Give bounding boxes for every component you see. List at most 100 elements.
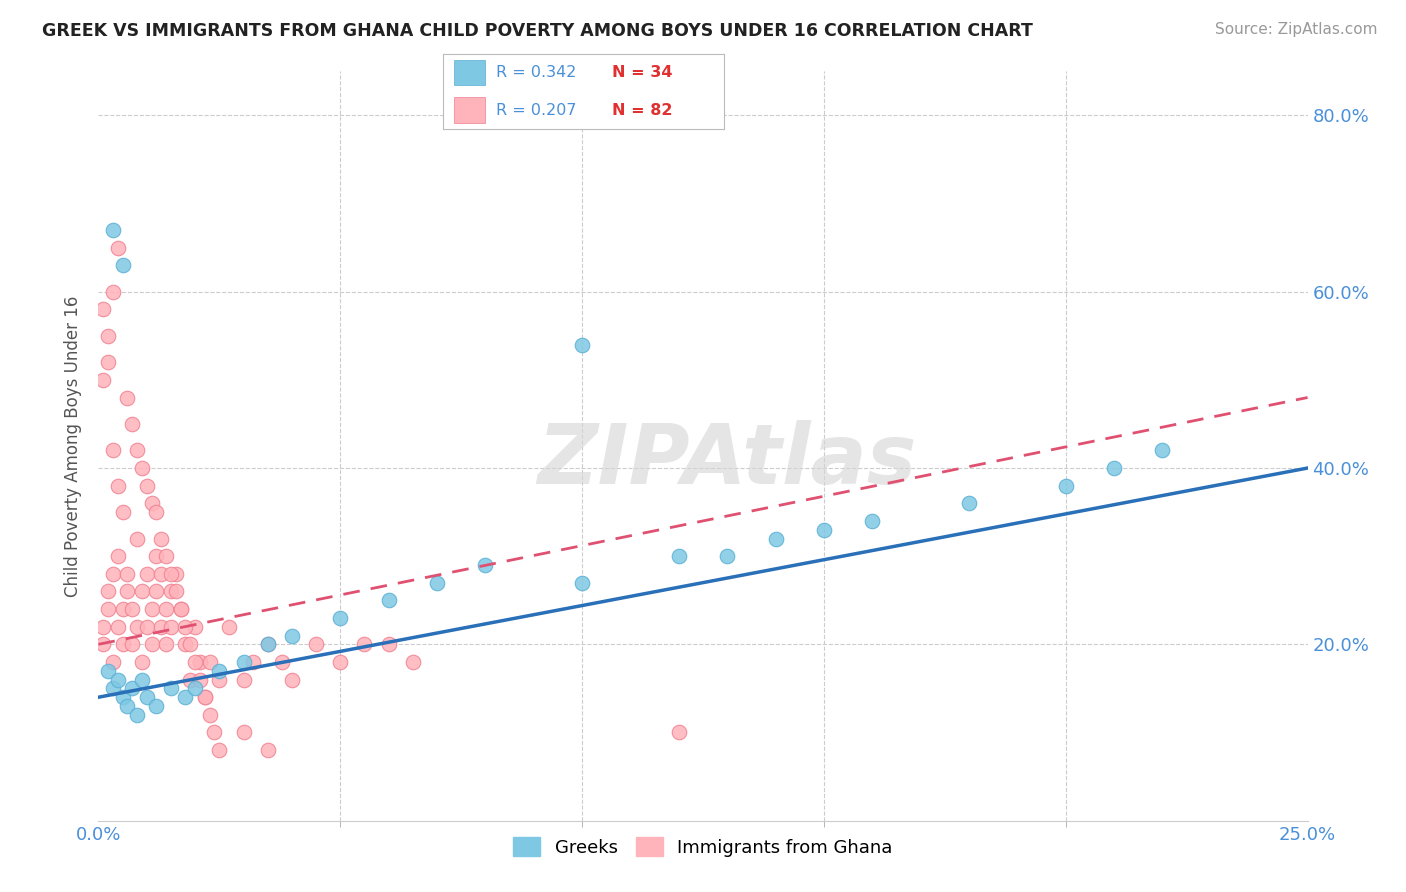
Point bbox=[184, 681, 207, 696]
Point bbox=[402, 655, 425, 669]
Point bbox=[860, 514, 883, 528]
Legend: Greeks, Immigrants from Ghana: Greeks, Immigrants from Ghana bbox=[506, 830, 900, 864]
Point bbox=[97, 328, 120, 343]
Point bbox=[107, 241, 129, 255]
Point bbox=[329, 611, 352, 625]
Point bbox=[256, 637, 278, 651]
Point bbox=[101, 655, 124, 669]
Point bbox=[194, 690, 217, 705]
Bar bbox=[454, 97, 485, 123]
Point bbox=[765, 532, 787, 546]
Point bbox=[160, 681, 183, 696]
Point bbox=[111, 505, 134, 519]
Point bbox=[198, 707, 221, 722]
Point bbox=[101, 285, 124, 299]
Point bbox=[232, 725, 254, 739]
Point bbox=[141, 602, 163, 616]
Point bbox=[97, 664, 120, 678]
Point bbox=[101, 681, 124, 696]
Point bbox=[141, 637, 163, 651]
Point bbox=[160, 584, 183, 599]
Bar bbox=[454, 60, 485, 86]
Text: N = 34: N = 34 bbox=[612, 65, 672, 80]
Point bbox=[474, 558, 496, 572]
Point bbox=[353, 637, 375, 651]
Point bbox=[91, 620, 114, 634]
Point bbox=[107, 549, 129, 564]
Point bbox=[121, 681, 143, 696]
Point bbox=[208, 664, 231, 678]
Point bbox=[184, 620, 207, 634]
Point bbox=[135, 620, 157, 634]
Point bbox=[111, 690, 134, 705]
Point bbox=[329, 655, 352, 669]
Point bbox=[813, 523, 835, 537]
Point bbox=[91, 637, 114, 651]
Point bbox=[91, 302, 114, 317]
Point bbox=[150, 532, 173, 546]
Point bbox=[117, 566, 139, 581]
Point bbox=[135, 690, 157, 705]
Point bbox=[111, 637, 134, 651]
Point bbox=[131, 584, 153, 599]
Point bbox=[668, 549, 690, 564]
Point bbox=[232, 673, 254, 687]
Point bbox=[281, 673, 304, 687]
Point bbox=[716, 549, 738, 564]
Point bbox=[169, 602, 191, 616]
Point bbox=[208, 673, 231, 687]
Point bbox=[194, 690, 217, 705]
Point bbox=[111, 258, 134, 272]
Text: N = 82: N = 82 bbox=[612, 103, 672, 118]
Point bbox=[101, 443, 124, 458]
Y-axis label: Child Poverty Among Boys Under 16: Child Poverty Among Boys Under 16 bbox=[65, 295, 83, 597]
Point bbox=[97, 355, 120, 369]
Point bbox=[1054, 478, 1077, 492]
Point bbox=[179, 637, 201, 651]
Point bbox=[117, 584, 139, 599]
Point bbox=[198, 655, 221, 669]
Point bbox=[117, 699, 139, 714]
Point bbox=[135, 566, 157, 581]
Point bbox=[218, 620, 240, 634]
Point bbox=[165, 584, 187, 599]
Point bbox=[150, 566, 173, 581]
Point bbox=[174, 690, 197, 705]
Point bbox=[145, 699, 167, 714]
Point bbox=[160, 620, 183, 634]
Point bbox=[174, 620, 197, 634]
Point bbox=[179, 673, 201, 687]
Point bbox=[127, 620, 149, 634]
Text: GREEK VS IMMIGRANTS FROM GHANA CHILD POVERTY AMONG BOYS UNDER 16 CORRELATION CHA: GREEK VS IMMIGRANTS FROM GHANA CHILD POV… bbox=[42, 22, 1033, 40]
Point bbox=[208, 743, 231, 757]
Point bbox=[101, 566, 124, 581]
Point bbox=[160, 566, 183, 581]
Point bbox=[127, 707, 149, 722]
Text: ZIPAtlas: ZIPAtlas bbox=[537, 420, 917, 501]
Point bbox=[256, 637, 278, 651]
Point bbox=[281, 628, 304, 642]
Text: R = 0.342: R = 0.342 bbox=[496, 65, 576, 80]
Point bbox=[121, 417, 143, 431]
Point bbox=[571, 575, 593, 590]
Point bbox=[97, 602, 120, 616]
Point bbox=[117, 391, 139, 405]
Point bbox=[377, 593, 399, 607]
Point bbox=[957, 496, 980, 510]
Point bbox=[271, 655, 294, 669]
Point bbox=[127, 532, 149, 546]
Point bbox=[97, 584, 120, 599]
Point bbox=[188, 655, 211, 669]
Point bbox=[1152, 443, 1174, 458]
Point bbox=[256, 743, 278, 757]
Point bbox=[107, 620, 129, 634]
Point bbox=[155, 602, 177, 616]
Point bbox=[135, 478, 157, 492]
Point bbox=[1102, 461, 1125, 475]
Point bbox=[150, 620, 173, 634]
Point bbox=[426, 575, 449, 590]
Point bbox=[107, 478, 129, 492]
Point bbox=[155, 549, 177, 564]
Point bbox=[107, 673, 129, 687]
Point bbox=[232, 655, 254, 669]
